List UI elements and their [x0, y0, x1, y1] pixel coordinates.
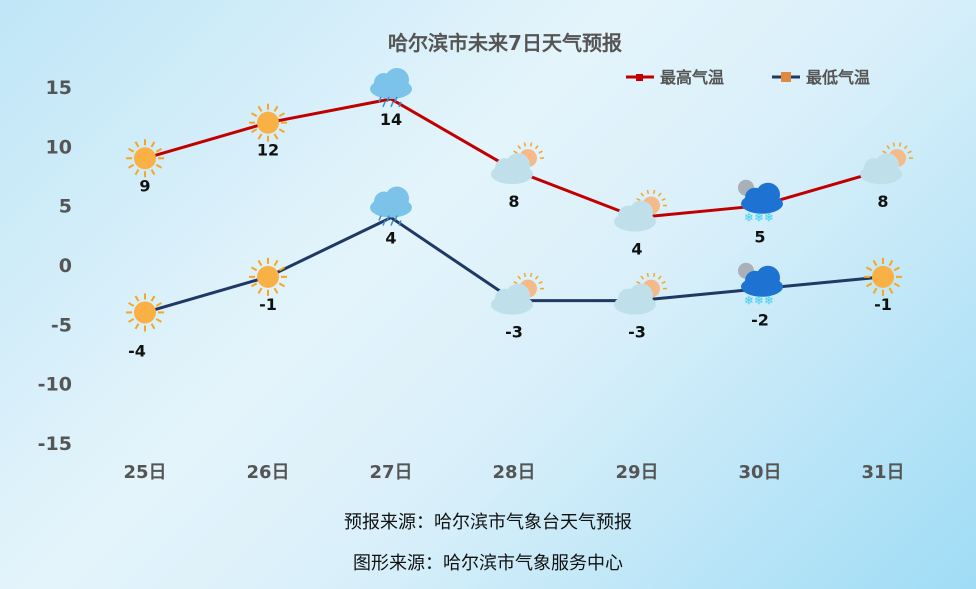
- sun-icon: [126, 139, 164, 178]
- data-label: 5: [754, 228, 765, 247]
- snow-icon: ❄ ❄ ❄: [738, 262, 783, 308]
- x-tick-label: 30日: [738, 462, 781, 483]
- chart-title: 哈尔滨市未来7日天气预报: [388, 31, 622, 55]
- rain-icon: [370, 186, 412, 226]
- rain-icon: [370, 67, 412, 108]
- svg-text:❄: ❄: [754, 211, 764, 225]
- svg-text:❄: ❄: [764, 294, 774, 308]
- legend-label-high: 最高气温: [660, 68, 724, 87]
- snow-icon: ❄ ❄ ❄: [738, 179, 783, 225]
- partly-cloudy-icon: [491, 272, 544, 315]
- sun-icon: [249, 103, 287, 142]
- data-label: -3: [628, 323, 646, 342]
- legend-label-low: 最低气温: [806, 68, 870, 87]
- partly-cloudy-icon: [860, 142, 913, 185]
- legend-marker-low: [781, 72, 791, 82]
- data-label: 8: [877, 192, 888, 211]
- y-tick-label: -15: [38, 433, 72, 455]
- x-tick-label: 28日: [492, 462, 535, 483]
- sun-icon: [864, 257, 902, 296]
- legend-marker-high: [636, 74, 643, 81]
- svg-text:❄: ❄: [754, 294, 764, 308]
- y-tick-label: 0: [59, 255, 72, 277]
- partly-cloudy-icon: [491, 142, 544, 185]
- y-tick-label: 10: [46, 136, 72, 158]
- data-label: -1: [259, 295, 277, 314]
- x-tick-label: 27日: [369, 462, 412, 483]
- legend: 最高气温 最低气温: [626, 68, 870, 87]
- svg-text:❄: ❄: [764, 211, 774, 225]
- x-tick-label: 29日: [615, 462, 658, 483]
- data-label: -2: [751, 311, 769, 330]
- y-tick-label: -10: [38, 374, 72, 396]
- svg-text:❄: ❄: [744, 211, 754, 225]
- sun-icon: [126, 293, 164, 332]
- data-label: 4: [385, 229, 396, 248]
- data-label: 9: [139, 176, 150, 195]
- data-label: 8: [508, 192, 519, 211]
- sun-icon: [249, 257, 287, 296]
- data-label: -1: [874, 295, 892, 314]
- y-tick-label: 5: [59, 196, 72, 218]
- x-tick-label: 31日: [861, 462, 904, 483]
- graphic-source: 图形来源：哈尔滨市气象服务中心: [353, 553, 623, 574]
- forecast-source: 预报来源：哈尔滨市气象台天气预报: [344, 512, 632, 533]
- y-tick-label: -5: [51, 314, 72, 336]
- svg-text:❄: ❄: [744, 294, 754, 308]
- x-tick-label: 25日: [123, 462, 166, 483]
- partly-cloudy-icon: [614, 272, 667, 315]
- data-label: 4: [631, 240, 642, 259]
- y-tick-label: 15: [46, 77, 72, 99]
- data-label: 14: [380, 110, 402, 129]
- x-tick-label: 26日: [246, 462, 289, 483]
- data-label: -4: [128, 341, 146, 360]
- data-label: 12: [257, 141, 279, 160]
- data-label: -3: [505, 323, 523, 342]
- partly-cloudy-icon: [614, 189, 667, 232]
